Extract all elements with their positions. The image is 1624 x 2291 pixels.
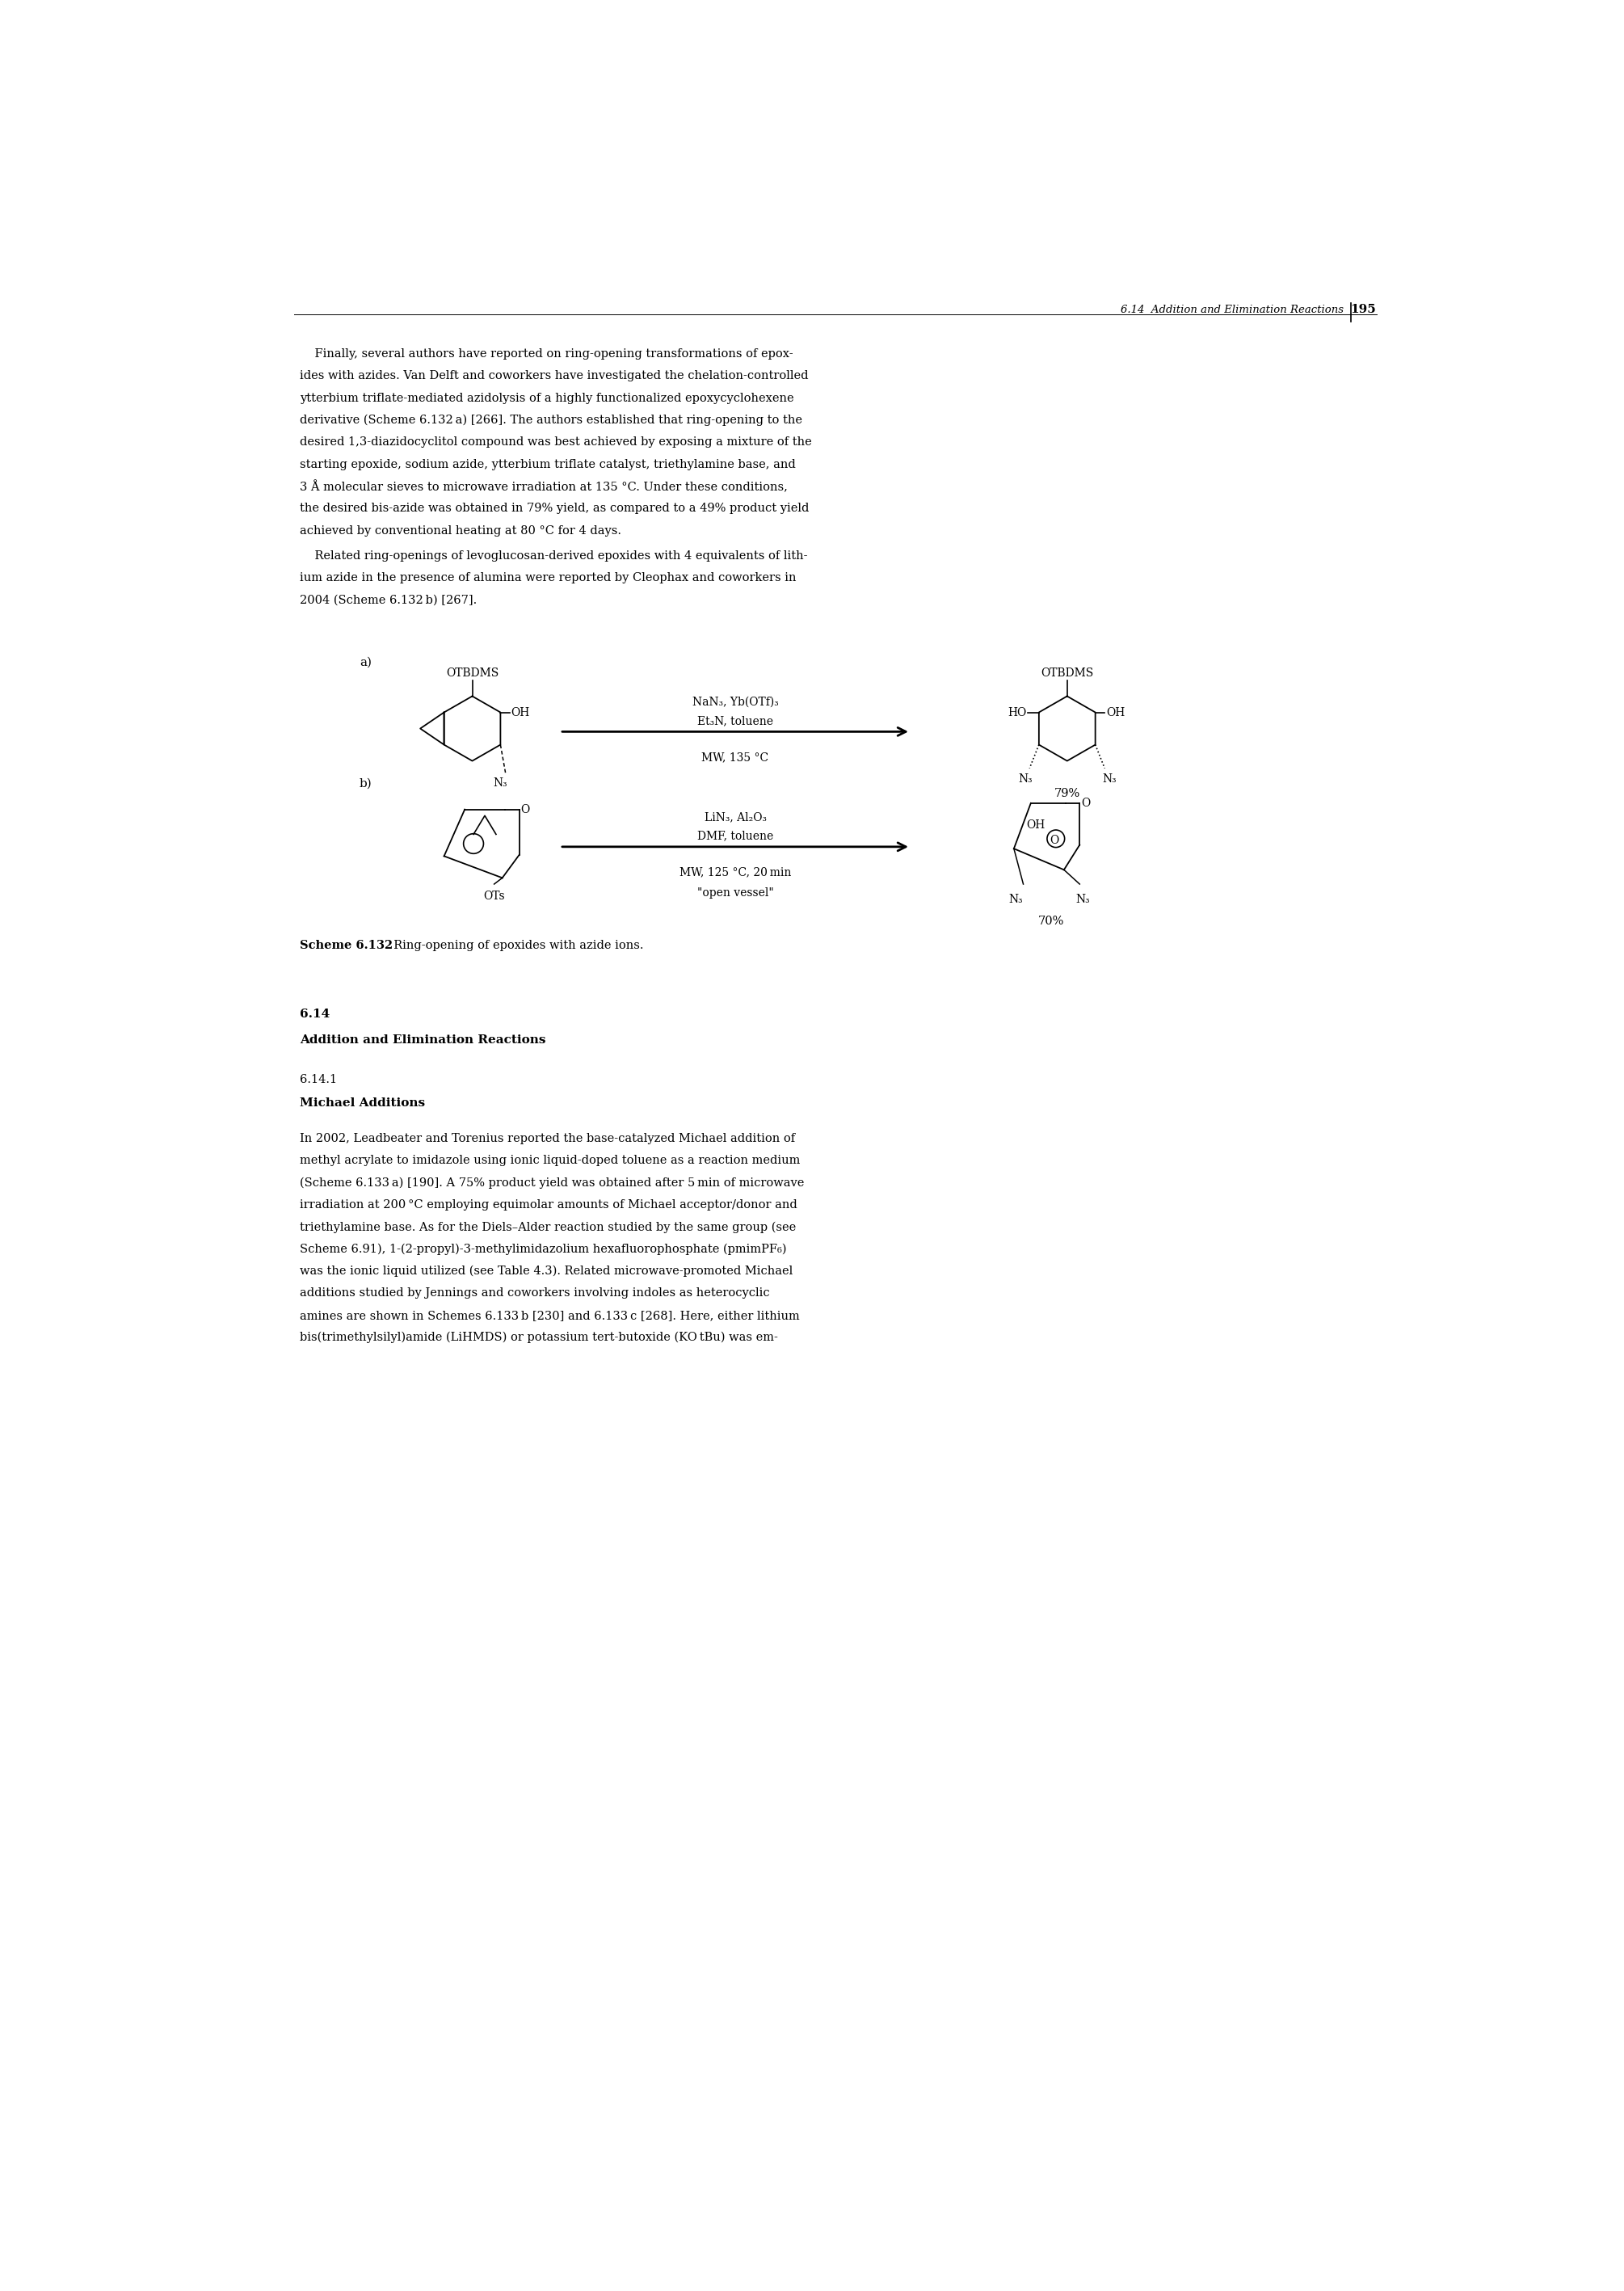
Text: 195: 195 (1351, 305, 1376, 316)
Text: NaN₃, Yb(OTf)₃: NaN₃, Yb(OTf)₃ (692, 696, 778, 708)
Text: Scheme 6.91), 1-(2-propyl)-3-methylimidazolium hexafluorophosphate (pmimPF₆): Scheme 6.91), 1-(2-propyl)-3-methylimida… (300, 1244, 788, 1255)
Text: N₃: N₃ (494, 777, 508, 788)
Text: 70%: 70% (1038, 916, 1065, 928)
Text: irradiation at 200 °C employing equimolar amounts of Michael acceptor/donor and: irradiation at 200 °C employing equimola… (300, 1198, 797, 1210)
Text: OH: OH (1026, 820, 1046, 832)
Text: HO: HO (1007, 706, 1026, 717)
Text: DMF, toluene: DMF, toluene (697, 829, 773, 841)
Text: ides with azides. Van Delft and coworkers have investigated the chelation-contro: ides with azides. Van Delft and coworker… (300, 371, 809, 383)
Text: Scheme 6.132: Scheme 6.132 (300, 939, 393, 951)
Text: OH: OH (1106, 706, 1125, 717)
Text: MW, 125 °C, 20 min: MW, 125 °C, 20 min (679, 866, 791, 877)
Text: Related ring-openings of levoglucosan-derived epoxides with 4 equivalents of lit: Related ring-openings of levoglucosan-de… (300, 550, 807, 561)
Text: N₃: N₃ (1018, 774, 1033, 784)
Text: OH: OH (512, 706, 529, 717)
Text: OTBDMS: OTBDMS (447, 667, 499, 678)
Text: Addition and Elimination Reactions: Addition and Elimination Reactions (300, 1036, 546, 1047)
Text: Ring-opening of epoxides with azide ions.: Ring-opening of epoxides with azide ions… (387, 939, 643, 951)
Text: achieved by conventional heating at 80 °C for 4 days.: achieved by conventional heating at 80 °… (300, 525, 622, 536)
Text: O: O (520, 804, 529, 816)
Text: ium azide in the presence of alumina were reported by Cleophax and coworkers in: ium azide in the presence of alumina wer… (300, 573, 796, 584)
Text: ytterbium triflate-mediated azidolysis of a highly functionalized epoxycyclohexe: ytterbium triflate-mediated azidolysis o… (300, 392, 794, 403)
Text: OTs: OTs (484, 891, 505, 903)
Text: (Scheme 6.133 a) [190]. A 75% product yield was obtained after 5 min of microwav: (Scheme 6.133 a) [190]. A 75% product yi… (300, 1178, 804, 1189)
Text: N₃: N₃ (1009, 893, 1023, 905)
Text: In 2002, Leadbeater and Torenius reported the base-catalyzed Michael addition of: In 2002, Leadbeater and Torenius reporte… (300, 1134, 796, 1143)
Text: "open vessel": "open vessel" (697, 887, 773, 898)
Text: MW, 135 °C: MW, 135 °C (702, 751, 768, 763)
Text: triethylamine base. As for the Diels–Alder reaction studied by the same group (s: triethylamine base. As for the Diels–Ald… (300, 1221, 796, 1233)
Text: Michael Additions: Michael Additions (300, 1097, 425, 1109)
Text: 3 Å molecular sieves to microwave irradiation at 135 °C. Under these conditions,: 3 Å molecular sieves to microwave irradi… (300, 481, 788, 493)
Text: starting epoxide, sodium azide, ytterbium triflate catalyst, triethylamine base,: starting epoxide, sodium azide, ytterbiu… (300, 458, 796, 470)
Text: bis(trimethylsilyl)amide (LiHMDS) or potassium tert-butoxide (KO tBu) was em-: bis(trimethylsilyl)amide (LiHMDS) or pot… (300, 1331, 778, 1343)
Text: amines are shown in Schemes 6.133 b [230] and 6.133 c [268]. Here, either lithiu: amines are shown in Schemes 6.133 b [230… (300, 1310, 801, 1322)
Text: 6.14.1: 6.14.1 (300, 1074, 338, 1086)
Text: the desired bis-azide was obtained in 79% yield, as compared to a 49% product yi: the desired bis-azide was obtained in 79… (300, 504, 809, 513)
Text: was the ionic liquid utilized (see Table 4.3). Related microwave-promoted Michae: was the ionic liquid utilized (see Table… (300, 1265, 793, 1276)
Text: Finally, several authors have reported on ring-opening transformations of epox-: Finally, several authors have reported o… (300, 348, 794, 360)
Text: OTBDMS: OTBDMS (1041, 667, 1093, 678)
Text: 2004 (Scheme 6.132 b) [267].: 2004 (Scheme 6.132 b) [267]. (300, 593, 477, 605)
Text: LiN₃, Al₂O₃: LiN₃, Al₂O₃ (705, 811, 767, 822)
Text: derivative (Scheme 6.132 a) [266]. The authors established that ring-opening to : derivative (Scheme 6.132 a) [266]. The a… (300, 415, 802, 426)
Text: O: O (1051, 834, 1059, 845)
Text: O: O (1082, 797, 1090, 809)
Text: additions studied by Jennings and coworkers involving indoles as heterocyclic: additions studied by Jennings and cowork… (300, 1288, 770, 1299)
Text: a): a) (359, 658, 372, 669)
Text: 79%: 79% (1054, 788, 1080, 800)
Text: methyl acrylate to imidazole using ionic liquid-doped toluene as a reaction medi: methyl acrylate to imidazole using ionic… (300, 1155, 801, 1166)
Text: b): b) (359, 779, 372, 790)
Text: 6.14  Addition and Elimination Reactions: 6.14 Addition and Elimination Reactions (1121, 305, 1343, 316)
Text: 6.14: 6.14 (300, 1008, 330, 1019)
Text: Et₃N, toluene: Et₃N, toluene (697, 715, 773, 726)
Text: desired 1,3-diazidocyclitol compound was best achieved by exposing a mixture of : desired 1,3-diazidocyclitol compound was… (300, 438, 812, 449)
Text: N₃: N₃ (1075, 893, 1090, 905)
Text: N₃: N₃ (1103, 774, 1116, 784)
